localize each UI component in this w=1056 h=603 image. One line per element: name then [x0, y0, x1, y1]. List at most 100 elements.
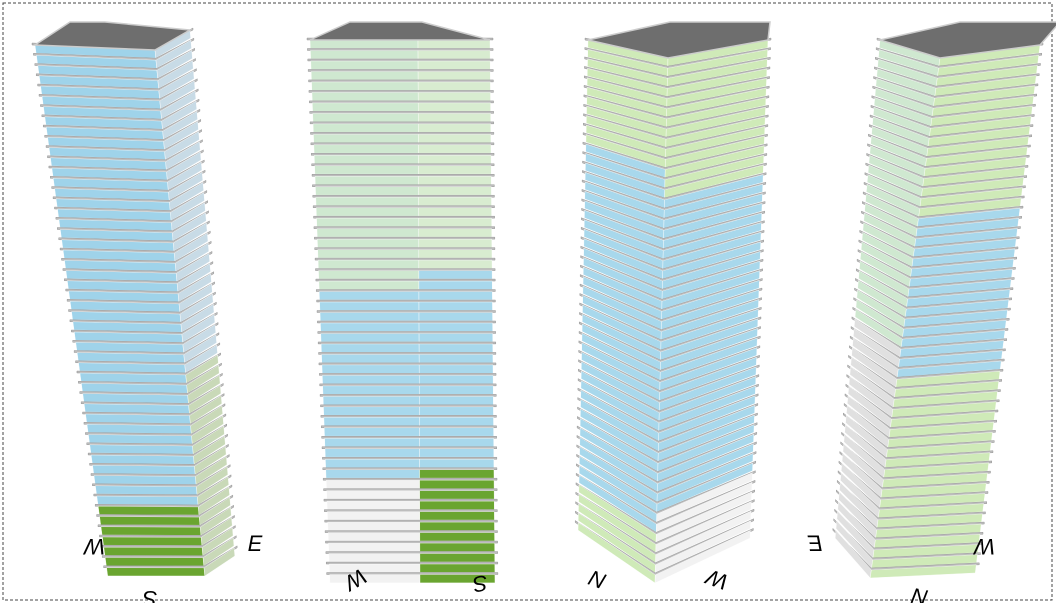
facade: [419, 438, 494, 447]
compass-label: E: [248, 531, 263, 556]
facade: [177, 273, 212, 303]
slab: [73, 332, 220, 355]
facade: [921, 177, 1024, 197]
roof: [587, 21, 771, 59]
facade: [323, 406, 420, 416]
facade: [906, 289, 1011, 308]
slab: [579, 274, 763, 312]
facade: [157, 60, 194, 89]
slab: [47, 139, 203, 162]
slab: [865, 162, 1027, 189]
facade: [418, 165, 492, 175]
facade: [199, 506, 232, 536]
facade: [666, 97, 767, 128]
facade: [195, 456, 228, 485]
slab: [581, 208, 765, 241]
slab: [321, 446, 497, 449]
slab: [837, 470, 987, 510]
facade: [319, 312, 420, 322]
facade: [419, 406, 494, 416]
facade: [657, 433, 755, 482]
compass-label: W: [701, 564, 731, 595]
facade: [419, 479, 495, 489]
facade: [317, 238, 419, 248]
facade: [870, 564, 977, 579]
facade: [83, 403, 190, 414]
slab: [314, 236, 496, 240]
slab: [579, 293, 762, 332]
facade: [418, 228, 493, 238]
slab: [309, 111, 494, 114]
facade: [200, 517, 233, 546]
slab: [38, 78, 198, 101]
facade: [327, 521, 421, 531]
slab: [576, 425, 758, 474]
facade: [88, 434, 193, 445]
slab: [322, 477, 498, 481]
facade: [418, 238, 493, 248]
facade: [666, 68, 768, 97]
facade: [312, 123, 419, 133]
facade: [418, 123, 492, 133]
facade: [310, 50, 419, 60]
facade: [320, 333, 420, 343]
slab: [582, 170, 767, 201]
facade: [321, 364, 420, 374]
slab: [872, 85, 1037, 109]
slab: [838, 460, 989, 500]
slab: [868, 133, 1031, 159]
slab: [875, 56, 1041, 79]
facade: [658, 376, 757, 422]
facade: [171, 202, 206, 232]
slab: [580, 255, 764, 292]
facade: [418, 322, 493, 332]
slab: [86, 423, 227, 447]
facade: [314, 165, 419, 175]
facade: [417, 92, 491, 101]
facade: [193, 435, 226, 465]
slab: [324, 519, 498, 523]
facade: [418, 176, 492, 185]
facade: [665, 116, 766, 148]
slab: [309, 100, 494, 104]
facade: [312, 113, 419, 122]
slab: [834, 508, 982, 551]
slab: [871, 95, 1036, 119]
facade: [161, 100, 197, 130]
facade: [664, 145, 765, 178]
slab: [325, 551, 498, 554]
facade: [418, 186, 492, 196]
facade: [886, 442, 992, 458]
facade: [328, 542, 421, 552]
facade: [162, 110, 198, 140]
facade: [202, 537, 235, 567]
slab: [37, 68, 197, 91]
facade: [910, 258, 1014, 278]
slab: [848, 354, 1002, 390]
facade: [328, 553, 421, 563]
slab: [832, 527, 980, 571]
facade: [656, 462, 753, 513]
facade: [892, 391, 998, 408]
facade: [185, 354, 219, 384]
slab: [97, 504, 234, 528]
facade: [191, 415, 224, 445]
slab: [577, 406, 758, 454]
facade: [418, 333, 493, 343]
facade: [890, 411, 996, 428]
slab: [92, 464, 231, 487]
facade: [96, 495, 199, 506]
slab: [575, 501, 755, 555]
slab: [864, 172, 1026, 199]
slab: [855, 278, 1012, 310]
slab: [575, 472, 756, 525]
facade: [929, 116, 1032, 137]
facade: [661, 260, 761, 300]
facade: [662, 241, 761, 280]
facade: [884, 452, 991, 468]
slab: [317, 341, 496, 345]
facade: [158, 70, 195, 100]
slab: [307, 58, 494, 62]
slab: [58, 220, 210, 244]
slab: [833, 518, 981, 561]
